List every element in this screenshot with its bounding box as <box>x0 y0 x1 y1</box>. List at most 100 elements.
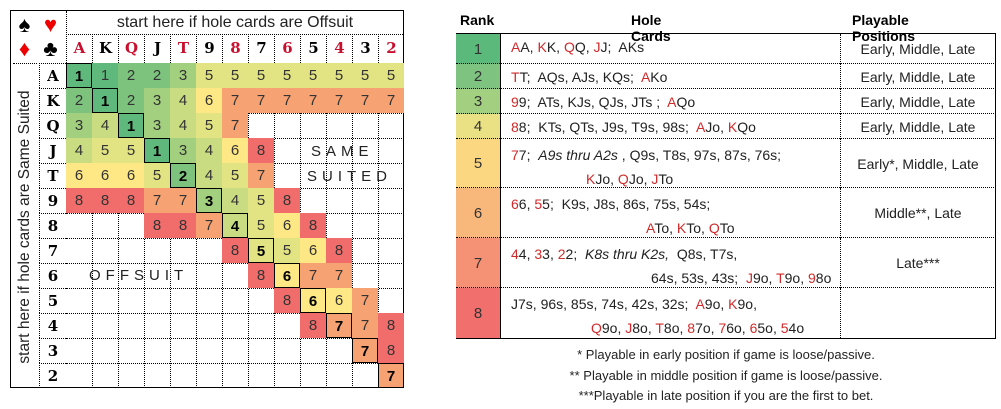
column-header-K: K <box>92 34 118 63</box>
hand-cell-T9: 4 <box>196 163 222 188</box>
positions-cell: Early, Middle, Late <box>840 89 996 114</box>
grid-line <box>66 313 404 314</box>
hand-text: To, <box>686 220 709 236</box>
hand-text: , Q9s, T8s, 97s, 87s, 76s; <box>617 147 782 163</box>
hand-cell-A2: 5 <box>378 63 404 88</box>
hand-text: A <box>640 69 651 85</box>
hand-cell-32: 8 <box>378 338 404 363</box>
hand-cell-TA: 6 <box>66 163 92 188</box>
hand-cell-A7: 5 <box>248 63 274 88</box>
hand-cell-J8: 6 <box>222 138 248 163</box>
positions-header: Playable Positions <box>852 12 916 44</box>
hand-cell-45: 8 <box>300 313 326 338</box>
hand-cell-AT: 3 <box>170 63 196 88</box>
hand-text: 4o <box>788 320 805 336</box>
hole-cards-line: 64s, 53s, 43s; J9o, T9o, 98o <box>511 266 840 288</box>
column-header-4: 4 <box>326 34 352 63</box>
hand-text: K, <box>546 39 564 55</box>
grid-line <box>66 263 404 264</box>
hand-cell-86: 6 <box>274 213 300 238</box>
spade-icon: ♠ <box>18 12 31 37</box>
hand-cell-JJ: 1 <box>144 138 170 163</box>
hand-cell-AK: 1 <box>92 63 118 88</box>
hand-text: 8 <box>511 119 519 135</box>
hand-cell-76: 5 <box>274 238 300 263</box>
grid-line <box>326 63 327 388</box>
hand-text: 2 <box>557 246 566 262</box>
hole-cards-cell: 77; A9s thru A2s , Q9s, T8s, 97s, 87s, 7… <box>500 139 840 188</box>
hand-text: J <box>625 320 633 336</box>
positions-cell: Early*, Middle, Late <box>840 139 996 188</box>
rank-row-7: 7 44, 33, 22; K8s thru K2s, Q8s, T7s, 64s,… <box>456 237 996 288</box>
hand-text: 7 <box>718 320 727 336</box>
hand-cell-99: 3 <box>196 188 222 213</box>
hand-text: Jo, <box>595 171 618 187</box>
row-header-A: A <box>39 63 66 88</box>
same-suited-label-2: SUITED <box>307 168 393 185</box>
hand-cell-55: 6 <box>300 288 326 313</box>
hand-cell-QT: 4 <box>170 113 196 138</box>
footnote-3: ***Playable in late position if you are … <box>578 388 874 403</box>
hand-text: 6, <box>518 196 535 212</box>
hand-text: A <box>667 94 677 110</box>
hand-cell-TJ: 5 <box>144 163 170 188</box>
hand-cell-K2: 7 <box>378 88 404 113</box>
hand-text: 7 <box>511 147 519 163</box>
hand-text: Qo <box>737 119 756 135</box>
hand-text: Qo <box>676 94 696 110</box>
hand-cell-TQ: 6 <box>118 163 144 188</box>
hand-cell-9J: 7 <box>144 188 170 213</box>
rank-cell: 7 <box>456 238 500 288</box>
hand-cell-56: 8 <box>274 288 300 313</box>
hand-text: Q <box>617 171 629 187</box>
hand-cell-89: 7 <box>196 213 222 238</box>
hand-cell-K7: 7 <box>248 88 274 113</box>
offsuit-start-label: start here if hole cards are Offsuit <box>66 11 403 35</box>
hand-cell-9Q: 8 <box>118 188 144 213</box>
hand-text: 9o, <box>784 270 808 286</box>
grid-line <box>378 63 379 388</box>
hand-text: J <box>651 171 659 187</box>
hand-cell-KQ: 2 <box>118 88 144 113</box>
hand-text: J7s, 96s, 85s, 74s, 42s, 32s; <box>511 296 696 312</box>
hole-cards-header: Hole Cards <box>631 12 671 44</box>
rank-header: Rank <box>460 12 495 28</box>
hand-cell-K4: 7 <box>326 88 352 113</box>
hand-text: Q, <box>574 39 594 55</box>
positions-cell: Early, Middle, Late <box>840 114 996 139</box>
hand-text: J <box>593 39 601 55</box>
hand-cell-JA: 4 <box>66 138 92 163</box>
hand-cell-42: 8 <box>378 313 404 338</box>
rank-row-8: 8 J7s, 96s, 85s, 74s, 42s, 32s; A9o, K9o,… <box>456 287 996 339</box>
hand-cell-QQ: 1 <box>118 113 144 138</box>
hand-text: 5 <box>780 320 789 336</box>
grid-line <box>118 63 119 388</box>
hole-cards-cell: J7s, 96s, 85s, 74s, 42s, 32s; A9o, K9o, Q… <box>500 288 840 338</box>
hand-cell-A5: 5 <box>300 63 326 88</box>
grid-line <box>352 63 353 388</box>
column-header-T: T <box>170 34 196 63</box>
hand-cell-67: 8 <box>248 263 274 288</box>
hand-text: Q <box>591 320 602 336</box>
hand-cell-K5: 7 <box>300 88 326 113</box>
hand-cell-97: 5 <box>248 188 274 213</box>
hand-cell-K3: 7 <box>352 88 378 113</box>
club-icon: ♣ <box>43 36 58 61</box>
hand-text: Q <box>563 39 575 55</box>
hand-cell-JT: 3 <box>170 138 196 163</box>
hand-text: T <box>776 270 785 286</box>
row-header-8: 8 <box>39 213 66 238</box>
hand-cell-QA: 3 <box>66 113 92 138</box>
grid-line <box>66 363 404 364</box>
row-header-5: 5 <box>39 288 66 313</box>
hand-text: 5o, <box>757 320 781 336</box>
row-header-Q: Q <box>39 113 66 138</box>
rank-cell: 6 <box>456 188 500 238</box>
hand-text: K <box>727 119 738 135</box>
hand-cell-9K: 8 <box>92 188 118 213</box>
hand-text: 5 <box>534 196 543 212</box>
hole-cards-cell: AA, KK, QQ, JJ; AKs <box>500 34 840 64</box>
hand-cell-AQ: 2 <box>118 63 144 88</box>
hand-cell-K6: 7 <box>274 88 300 113</box>
row-header-4: 4 <box>39 313 66 338</box>
